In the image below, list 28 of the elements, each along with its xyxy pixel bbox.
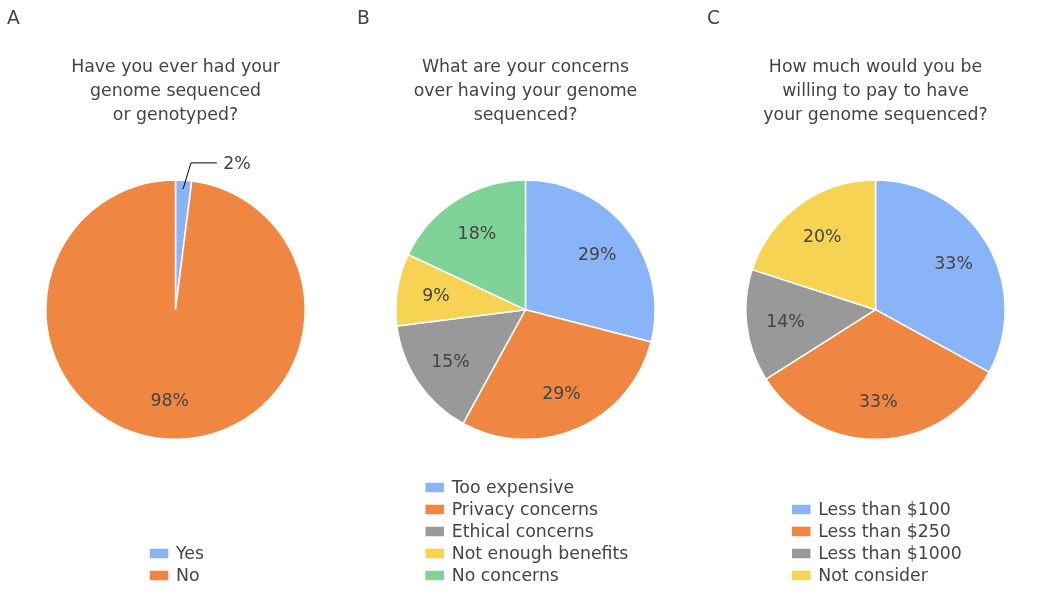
data-label: 14%	[766, 311, 805, 332]
legend-label: Not enough benefits	[451, 543, 629, 563]
legend-label: Ethical concerns	[451, 521, 594, 541]
data-label: 98%	[150, 390, 190, 411]
data-label: 2%	[223, 152, 251, 173]
text: C	[706, 7, 721, 28]
chart-title: What are your concerns over having your genome sequenced?	[413, 56, 638, 125]
data-label: 29%	[577, 243, 617, 264]
legend-label: Less than $100	[818, 499, 951, 519]
data-label: 18%	[457, 222, 497, 243]
legend-label: Less than $1000	[818, 543, 962, 563]
text: B	[356, 7, 370, 28]
chart-title: Have you ever had your genome sequenced or genotyped?	[71, 56, 281, 125]
legend-label: Too expensive	[451, 477, 575, 497]
legend-label: No concerns	[451, 565, 559, 585]
legend-label: No	[176, 565, 200, 585]
legend-label: Not consider	[818, 565, 928, 585]
legend-label: Privacy concerns	[451, 499, 599, 519]
data-label: 33%	[859, 390, 898, 411]
legend-label: Less than $250	[818, 521, 951, 541]
text: A	[6, 7, 20, 28]
data-label: 20%	[802, 226, 842, 247]
data-label: 29%	[542, 383, 581, 404]
data-label: 33%	[934, 253, 973, 274]
data-label: 15%	[431, 350, 470, 371]
chart-title: How much would you be willing to pay to have your genome sequenced?	[763, 56, 988, 125]
legend-label: Yes	[176, 543, 204, 563]
data-label: 9%	[422, 285, 450, 306]
